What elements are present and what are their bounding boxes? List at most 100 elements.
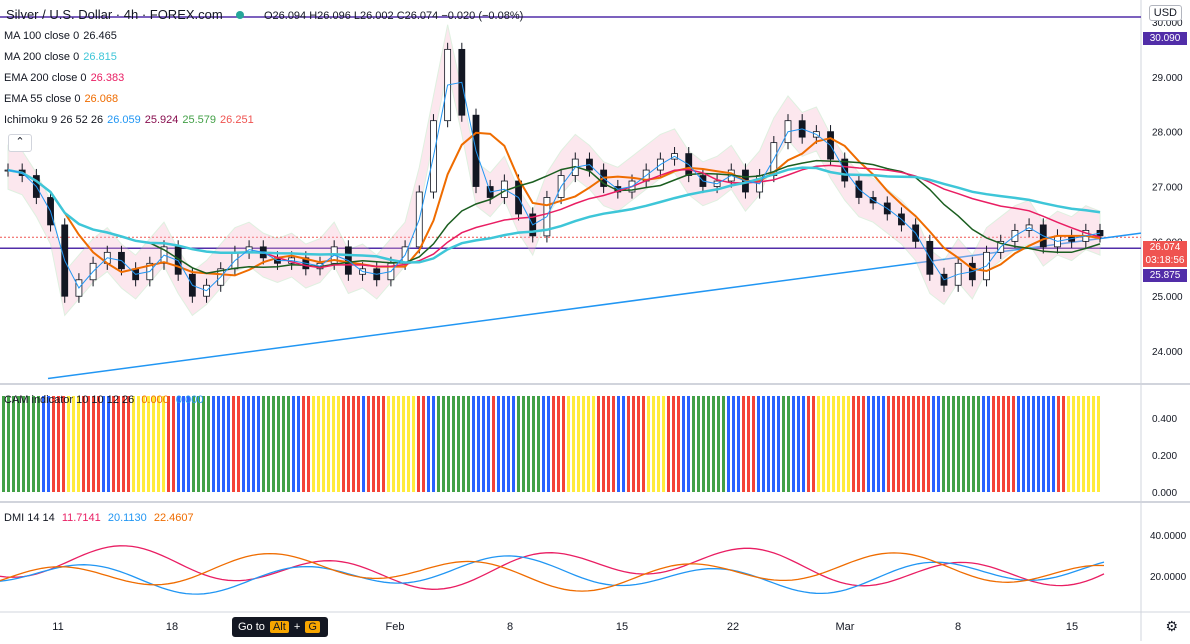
- dmi-axis-label: 40.0000: [1150, 531, 1187, 542]
- legend-row: Ichimoku 9 26 52 26 26.059 25.924 25.579 26.…: [4, 114, 258, 126]
- legend-value: 26.251: [220, 114, 254, 126]
- cam-bar: [92, 396, 95, 492]
- goto-button[interactable]: Go to Alt + G: [232, 617, 328, 637]
- cam-bar: [587, 396, 590, 492]
- cam-bar: [442, 396, 445, 492]
- cam-bar: [112, 396, 115, 492]
- cam-bar: [27, 396, 30, 492]
- cam-bar: [142, 396, 145, 492]
- cam-bar: [1022, 396, 1025, 492]
- cam-bar: [902, 396, 905, 492]
- cam-bar: [82, 396, 85, 492]
- cam-bar: [742, 396, 745, 492]
- cam-bar: [77, 396, 80, 492]
- cam-bar: [477, 396, 480, 492]
- cam-bar: [692, 396, 695, 492]
- gear-icon[interactable]: ⚙: [1165, 618, 1178, 634]
- cam-bar: [807, 396, 810, 492]
- cam-bar: [167, 396, 170, 492]
- legend-value: 25.924: [144, 114, 179, 126]
- time-axis-label: 18: [166, 621, 178, 633]
- legend-row: EMA 55 close 0 26.068: [4, 93, 122, 105]
- cam-bar: [362, 396, 365, 492]
- cam-bar: [177, 396, 180, 492]
- cam-bar: [942, 396, 945, 492]
- ma-100-line: [7, 159, 1101, 275]
- cam-bar: [982, 396, 985, 492]
- cam-bar: [127, 396, 130, 492]
- cam-bar: [682, 396, 685, 492]
- cam-bar: [862, 396, 865, 492]
- cam-bar: [1082, 396, 1085, 492]
- cam-bar: [422, 396, 425, 492]
- cam-bar: [277, 396, 280, 492]
- cam-bar: [407, 396, 410, 492]
- cam-bar: [227, 396, 230, 492]
- cam-bar: [172, 396, 175, 492]
- cam-bar: [812, 396, 815, 492]
- legend-value: 26.059: [107, 114, 141, 126]
- cam-bar: [852, 396, 855, 492]
- cam-bar: [207, 396, 210, 492]
- cam-bar: [687, 396, 690, 492]
- cam-bar: [147, 396, 150, 492]
- cam-bar: [842, 396, 845, 492]
- collapse-legend-button[interactable]: ⌃: [8, 134, 32, 152]
- cam-bar: [257, 396, 260, 492]
- cam-bar: [777, 396, 780, 492]
- cam-bar: [707, 396, 710, 492]
- cam-bar: [297, 396, 300, 492]
- cam-bar: [37, 396, 40, 492]
- cam-bar: [492, 396, 495, 492]
- cam-bar: [1032, 396, 1035, 492]
- cam-bar: [467, 396, 470, 492]
- cam-bar: [417, 396, 420, 492]
- cam-bar: [717, 396, 720, 492]
- cam-bar: [992, 396, 995, 492]
- cam-bar: [527, 396, 530, 492]
- cam-bar: [537, 396, 540, 492]
- goto-key-g: G: [305, 621, 320, 633]
- cam-bar: [222, 396, 225, 492]
- cam-bar: [1067, 396, 1070, 492]
- cam-bar: [772, 396, 775, 492]
- price-axis-label: 29.000: [1152, 73, 1183, 84]
- dmi-legend-value-3: 22.4607: [153, 512, 194, 524]
- cam-bar: [402, 396, 405, 492]
- cam-bar: [42, 396, 45, 492]
- cam-bar: [1012, 396, 1015, 492]
- dmi-plus-line: [0, 555, 1105, 595]
- currency-badge[interactable]: USD: [1148, 5, 1182, 21]
- cam-axis-label: 0.000: [1152, 488, 1177, 499]
- price-axis-label: 27.000: [1152, 183, 1183, 194]
- cam-bar: [17, 396, 20, 492]
- cam-bar: [827, 396, 830, 492]
- cam-bar: [337, 396, 340, 492]
- cam-bar: [457, 396, 460, 492]
- cam-bar: [662, 396, 665, 492]
- cam-bar: [977, 396, 980, 492]
- cam-bar: [552, 396, 555, 492]
- cam-bar: [247, 396, 250, 492]
- cam-bar: [762, 396, 765, 492]
- cam-bar: [1077, 396, 1080, 492]
- cam-bar: [512, 396, 515, 492]
- cam-bar: [217, 396, 220, 492]
- cam-bar: [912, 396, 915, 492]
- cam-bar: [962, 396, 965, 492]
- cam-bar: [452, 396, 455, 492]
- top-line-price-tag: 30.090: [1143, 32, 1187, 45]
- cam-bar: [832, 396, 835, 492]
- cam-bar: [132, 396, 135, 492]
- cam-legend-label: CAM indicator 10 10 12 26: [4, 394, 135, 406]
- cam-bar: [117, 396, 120, 492]
- cam-bar: [572, 396, 575, 492]
- cam-bar: [867, 396, 870, 492]
- legend-value: 26.465: [83, 30, 117, 42]
- cam-bar: [542, 396, 545, 492]
- cam-legend: CAM indicator 10 10 12 26 0.000 0.000: [4, 394, 207, 406]
- cam-bar: [637, 396, 640, 492]
- price-axis-label: 25.000: [1152, 292, 1183, 303]
